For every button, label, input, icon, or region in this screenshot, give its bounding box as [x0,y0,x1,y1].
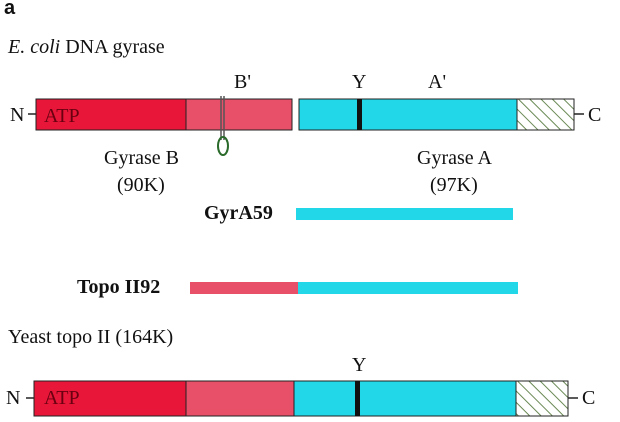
gyrase-b-label: Gyrase B [104,147,179,169]
ecoli-gyrase-a-domain [298,98,518,131]
yeast-y-label: Y [352,354,367,376]
ecoli-c-terminus-label: C [588,104,602,126]
ecoli-atp-label: ATP [44,105,80,127]
ecoli-n-terminus-label: N [10,104,25,126]
yeast-c-terminus-label: C [582,387,596,409]
yeast-c-terminal-domain [515,380,569,417]
gyrase-b-size: (90K) [117,174,165,196]
ecoli-y-label: Y [352,71,367,93]
ecoli-c-terminal-domain [516,98,575,131]
yeast-n-terminus-label: N [6,387,21,409]
yeast-a-domain [293,380,517,417]
topo2-92-pink-bar [190,282,298,294]
ecoli-aprime-label: A' [428,71,447,93]
bprime-loop-icon [217,136,229,156]
ecoli-title-species: E. coli [8,36,61,58]
ecoli-tyrosine-mark [357,99,362,130]
ecoli-atp-domain [35,98,187,131]
gyra59-bar [296,208,513,220]
ecoli-title: E. coli DNA gyrase [8,37,165,57]
topo2-92-cyan-bar [298,282,518,294]
panel-label: a [4,0,16,19]
ecoli-title-rest: DNA gyrase [60,36,165,58]
topo2-92-label: Topo II92 [77,276,161,298]
gyrase-a-size: (97K) [430,174,478,196]
gyrase-a-label: Gyrase A [417,147,492,169]
gyra59-label: GyrA59 [204,202,273,224]
yeast-b-domain [185,380,295,417]
ecoli-bprime-label: B' [234,71,251,93]
yeast-title: Yeast topo II (164K) [8,326,174,348]
yeast-tyrosine-mark [355,381,360,416]
ecoli-b-prime-domain [185,98,293,131]
yeast-atp-label: ATP [44,387,80,409]
